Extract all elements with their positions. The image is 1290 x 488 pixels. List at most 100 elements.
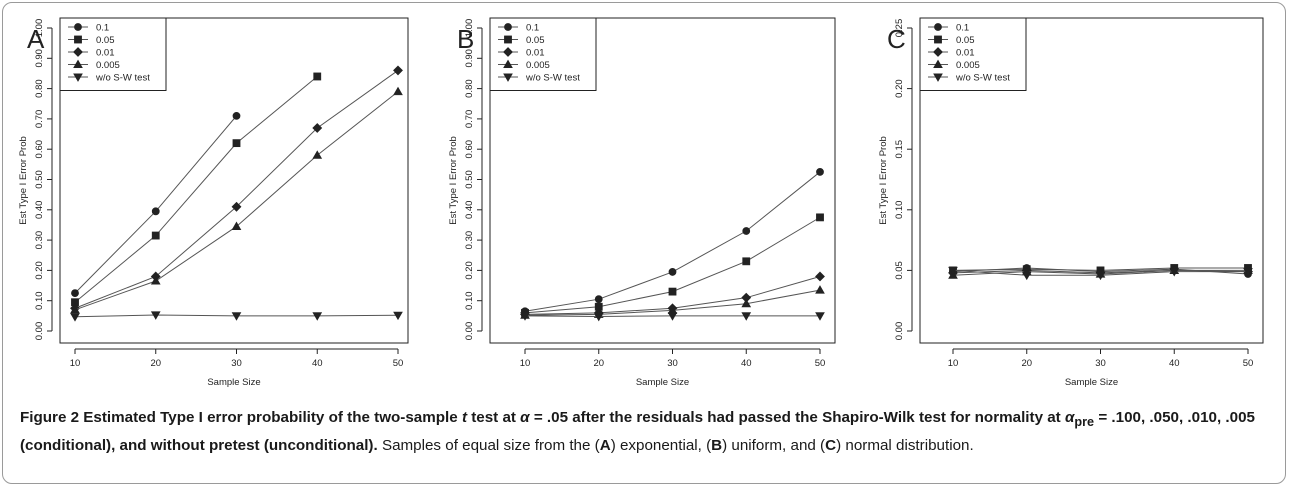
y-tick-label: 0.30 <box>34 231 45 250</box>
marker-diamond <box>73 47 83 57</box>
legend-label: 0.01 <box>96 48 115 59</box>
y-tick-label: 0.50 <box>464 170 475 189</box>
series-line <box>74 70 399 309</box>
marker-square <box>816 213 824 222</box>
y-tick-label: 0.40 <box>34 201 45 220</box>
x-tick-label: 50 <box>393 358 404 369</box>
marker-triangle-down <box>70 313 80 322</box>
figure-caption: Figure 2 Estimated Type I error probabil… <box>20 406 1275 457</box>
marker-triangle-up <box>231 221 242 231</box>
series-0-005 <box>70 86 403 314</box>
y-tick-label: 0.50 <box>34 170 45 189</box>
marker-square <box>742 257 751 266</box>
legend-label: 0.01 <box>526 48 545 59</box>
x-tick-label: 40 <box>741 358 752 369</box>
y-tick-label: 0.00 <box>34 322 45 341</box>
y-tick-label: 0.90 <box>464 49 475 68</box>
legend-label: 0.1 <box>526 23 539 34</box>
caption-body-part: ) uniform, and ( <box>722 437 826 455</box>
x-tick-label: 30 <box>1095 358 1106 369</box>
marker-triangle-up <box>503 59 513 69</box>
marker-square <box>934 35 942 44</box>
marker-triangle-down <box>933 73 943 82</box>
marker-triangle-up <box>933 59 943 69</box>
series-w-o-s-w-test <box>520 312 825 322</box>
marker-diamond <box>815 271 825 282</box>
y-tick-label: 0.90 <box>34 49 45 68</box>
x-tick-label: 10 <box>948 358 959 369</box>
marker-triangle-down <box>1243 268 1253 277</box>
legend: 0.10.05 0.010.005 w/o S-W test <box>59 17 167 91</box>
marker-triangle-down <box>520 312 530 321</box>
caption-t-symbol: t <box>461 409 467 426</box>
plot-frame <box>59 17 409 344</box>
x-tick-label: 40 <box>312 358 323 369</box>
legend: 0.10.05 0.010.005 w/o S-W test <box>919 17 1027 91</box>
y-tick-label: 0.10 <box>34 291 45 310</box>
marker-square <box>668 287 677 296</box>
marker-circle <box>816 168 824 176</box>
chart-panel-a: A 0.00 0.10 0.20 0.30 0.40 0.50 0.60 0.70 0.80 0.9… <box>18 17 409 388</box>
marker-triangle-down <box>1169 268 1180 277</box>
legend: 0.10.05 0.010.005 w/o S-W test <box>489 17 597 91</box>
caption-title-part: = .05 after the residuals had passed the… <box>529 409 1065 426</box>
x-tick-label: 20 <box>150 358 161 369</box>
caption-pre-subscript: pre <box>1074 415 1095 430</box>
caption-alpha-symbol: α <box>1064 409 1075 426</box>
marker-circle <box>668 268 677 276</box>
y-tick-label: 0.05 <box>894 261 905 280</box>
panel-label: C <box>887 24 906 54</box>
marker-circle <box>74 23 82 31</box>
series-line <box>74 91 399 311</box>
marker-circle <box>742 227 751 235</box>
x-axis-title: Sample Size <box>636 377 689 388</box>
legend-label: 0.01 <box>956 48 975 59</box>
x-tick-label: 50 <box>815 358 826 369</box>
marker-triangle-up <box>741 298 752 308</box>
y-tick-label: 0.20 <box>464 261 475 280</box>
marker-square <box>232 139 241 148</box>
series-0-1 <box>71 111 241 298</box>
marker-circle <box>151 207 160 216</box>
legend-label: w/o S-W test <box>95 73 150 84</box>
series-0-01 <box>70 65 403 314</box>
legend-label: 0.005 <box>526 60 550 71</box>
caption-panel-ref-c: C <box>825 437 837 455</box>
x-tick-label: 30 <box>231 358 242 369</box>
marker-diamond <box>933 47 943 57</box>
chart-panel-c: C 0.00 0.05 0.10 0.15 0.20 0.25 Est Type I Erro… <box>878 17 1264 388</box>
series-line <box>74 76 318 303</box>
y-tick-label: 0.30 <box>464 231 475 250</box>
marker-diamond <box>503 47 513 57</box>
marker-circle <box>934 23 942 31</box>
caption-body-part: Samples of equal size from the ( <box>377 437 600 455</box>
y-tick-label: 0.70 <box>34 110 45 128</box>
caption-title: Figure 2 Estimated Type I error probabil… <box>20 409 1255 454</box>
marker-triangle-down <box>150 311 161 320</box>
panel-label: B <box>457 24 474 54</box>
y-tick-label: 0.80 <box>464 79 475 98</box>
legend-label: 0.05 <box>956 35 975 46</box>
y-tick-label: 0.80 <box>34 79 45 98</box>
x-tick-label: 20 <box>1021 358 1032 369</box>
legend-label: w/o S-W test <box>955 73 1010 84</box>
caption-title-part: = .100, .050, .010, .005 (conditional), … <box>20 409 1255 455</box>
caption-panel-ref-a: A <box>599 437 611 455</box>
y-tick-label: 0.20 <box>34 261 45 280</box>
x-tick-label: 40 <box>1169 358 1180 369</box>
figure-panels: A 0.00 0.10 0.20 0.30 0.40 0.50 0.60 0.70 0.80 0.9… <box>18 17 1264 388</box>
y-tick-label: 1.00 <box>34 19 45 38</box>
plot-frame <box>489 17 836 344</box>
marker-triangle-down <box>503 73 513 82</box>
caption-title-part: test at <box>467 409 521 426</box>
y-tick-label: 0.20 <box>894 79 905 98</box>
y-axis-title: Est Type I Error Prob <box>18 136 29 225</box>
y-tick-label: 0.70 <box>464 110 475 128</box>
caption-alpha-symbol: α <box>520 409 530 426</box>
marker-triangle-down <box>231 312 242 321</box>
y-tick-label: 0.60 <box>34 140 45 159</box>
legend-label: 0.005 <box>96 60 120 71</box>
marker-triangle-up <box>73 59 83 69</box>
marker-square <box>313 72 322 81</box>
